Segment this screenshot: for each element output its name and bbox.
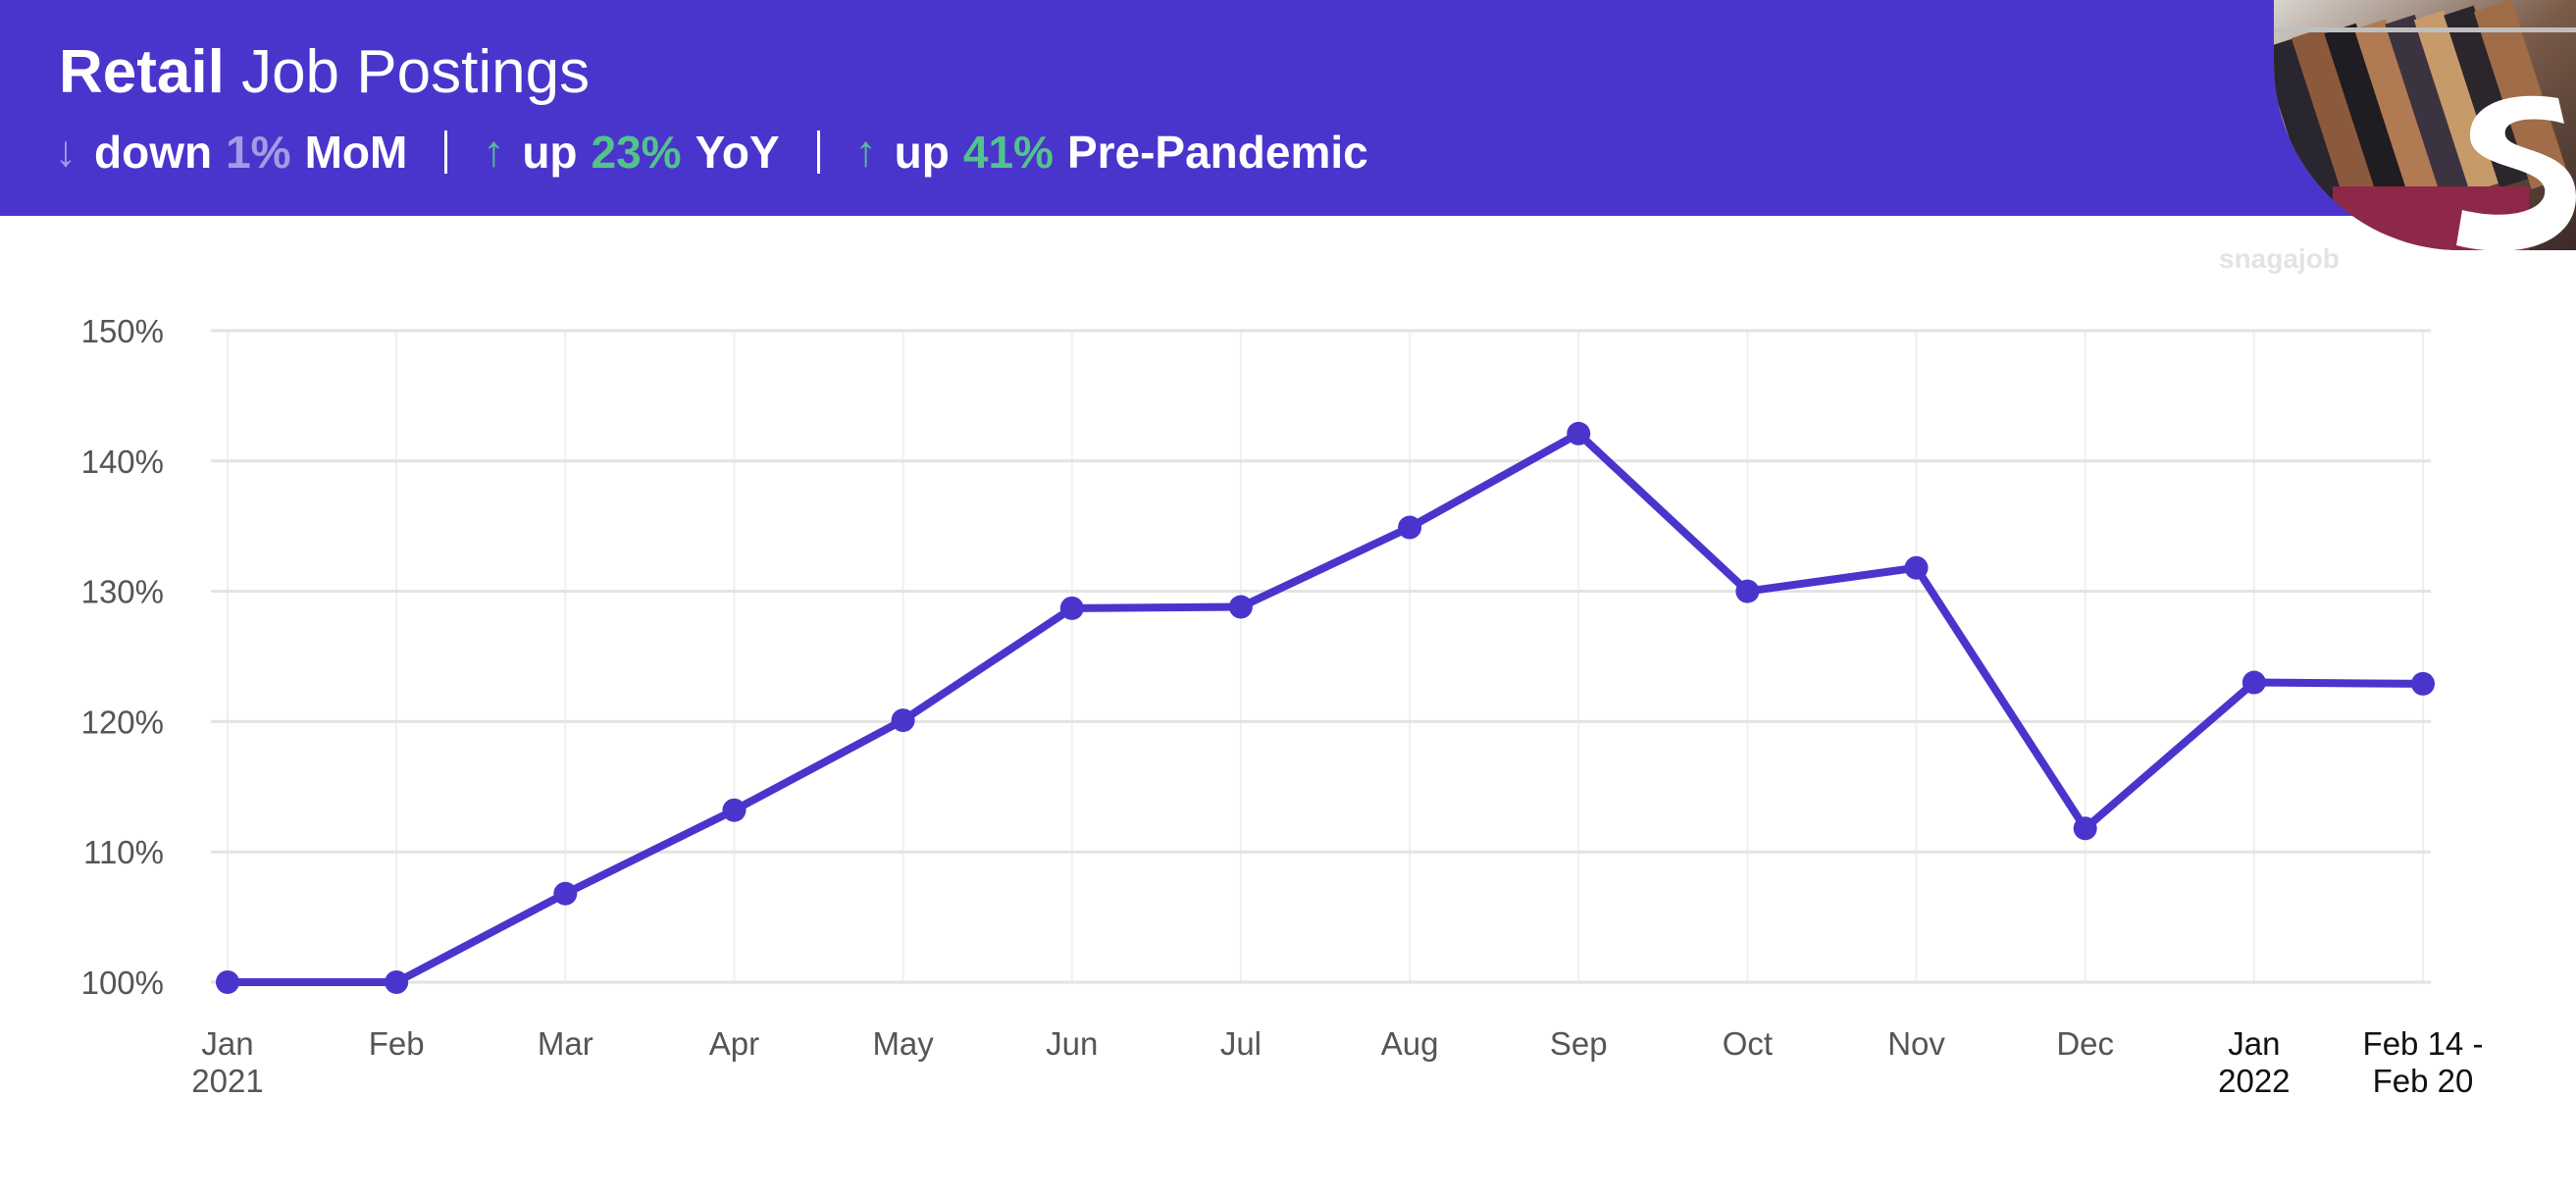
x-tick-label: Jan (201, 1025, 253, 1062)
data-point (2073, 816, 2097, 841)
retail-photo-logo-badge (2274, 0, 2576, 250)
header-banner: Retail Job Postings ↓ down 1% MoM ↑ up 2… (0, 0, 2576, 216)
x-tick-label: Feb 14 - (2363, 1025, 2484, 1062)
data-point (385, 970, 409, 994)
snagajob-s-logo-icon (2456, 95, 2576, 250)
y-tick-label: 100% (81, 965, 164, 1001)
page-title: Retail Job Postings (59, 35, 590, 110)
series-group (216, 421, 2435, 994)
x-tick-label: Nov (1887, 1025, 1945, 1062)
x-tick-label: Sep (1550, 1025, 1608, 1062)
watermark: snagajob (2219, 243, 2340, 274)
title-bold: Retail (59, 38, 225, 106)
stat-mom-value: 1% (226, 127, 291, 178)
stat-yoy: ↑ up 23% YoY (483, 126, 779, 179)
y-tick-label: 130% (81, 574, 164, 610)
x-tick-label: Oct (1723, 1025, 1773, 1062)
data-point (2411, 671, 2435, 696)
stat-divider (816, 131, 820, 174)
y-tick-label: 120% (81, 704, 164, 740)
data-point (722, 798, 747, 822)
x-tick-label: Jul (1220, 1025, 1262, 1062)
x-tick-label-line2: 2021 (191, 1063, 263, 1099)
vertical-gridlines (227, 331, 2424, 982)
data-point (1904, 555, 1929, 580)
y-tick-label: 110% (83, 834, 164, 870)
stat-yoy-value: 23% (591, 127, 682, 178)
arrow-up-icon: ↑ (483, 128, 505, 176)
x-tick-label: May (872, 1025, 934, 1062)
x-tick-label-line2: Feb 20 (2373, 1063, 2474, 1099)
x-tick-label: Apr (709, 1025, 759, 1062)
data-point (1735, 579, 1760, 603)
stat-mom-label: MoM (304, 127, 408, 178)
x-tick-label-line2: 2022 (2218, 1063, 2290, 1099)
x-tick-label: Jun (1046, 1025, 1098, 1062)
y-axis-labels: 100% 110% 120% 130% 140% 150% (81, 313, 164, 1001)
data-point (891, 708, 915, 733)
data-point (1059, 596, 1084, 620)
data-point (553, 881, 578, 906)
x-tick-label: Aug (1381, 1025, 1439, 1062)
x-tick-label: Dec (2056, 1025, 2114, 1062)
y-tick-label: 140% (81, 444, 164, 480)
data-point (1228, 595, 1253, 619)
stat-yoy-label: YoY (695, 127, 780, 178)
x-tick-label: Feb (369, 1025, 425, 1062)
stat-prepandemic-value: 41% (962, 127, 1054, 178)
x-tick-label: Mar (538, 1025, 593, 1062)
stat-mom-direction: down (94, 127, 213, 178)
horizontal-gridlines (211, 329, 2431, 984)
stat-prepandemic: ↑ up 41% Pre-Pandemic (855, 126, 1368, 179)
stats-bar: ↓ down 1% MoM ↑ up 23% YoY ↑ up 41% Pre-… (55, 120, 1368, 184)
x-tick-label: Jan (2228, 1025, 2280, 1062)
y-tick-label: 150% (81, 313, 164, 349)
stat-prepandemic-direction: up (894, 127, 950, 178)
data-point (216, 970, 239, 994)
stat-divider (444, 131, 448, 174)
title-light: Job Postings (241, 38, 591, 106)
stat-mom: ↓ down 1% MoM (55, 126, 407, 179)
series-line (224, 429, 2427, 986)
data-point (2241, 670, 2266, 695)
arrow-up-icon: ↑ (854, 128, 877, 176)
stat-yoy-direction: up (522, 127, 578, 178)
arrow-down-icon: ↓ (55, 128, 77, 176)
data-point (1398, 515, 1422, 540)
stat-prepandemic-label: Pre-Pandemic (1066, 127, 1368, 178)
data-point (1567, 421, 1591, 445)
